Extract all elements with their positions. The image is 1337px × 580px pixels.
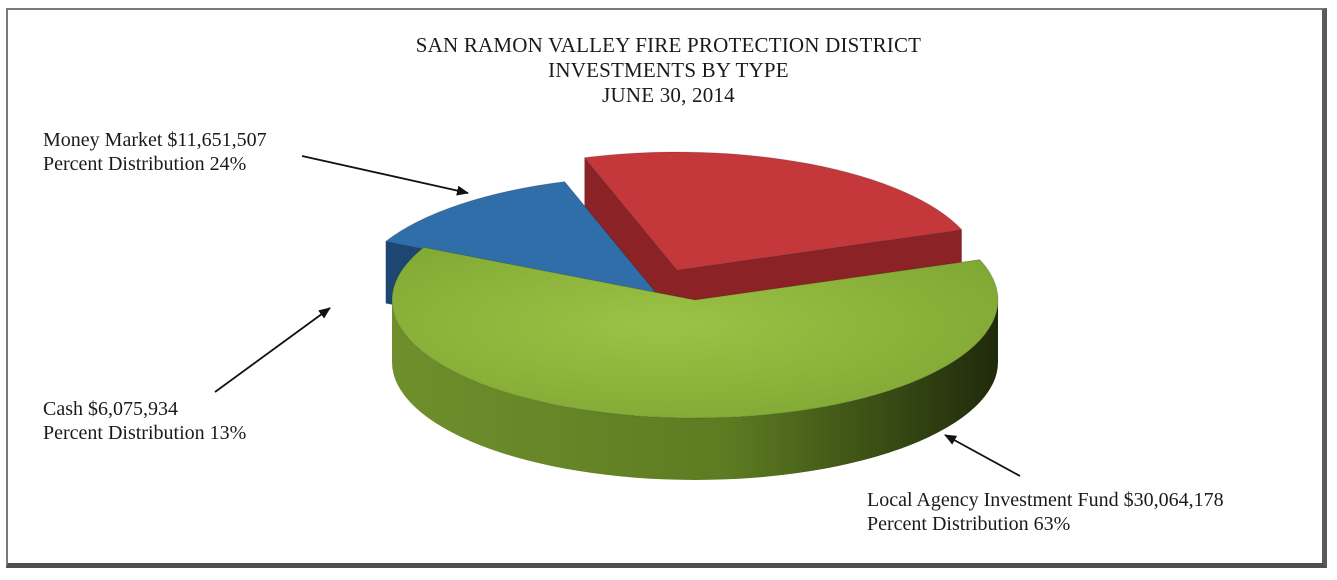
slice-percent-laif: Percent Distribution 63%: [867, 513, 1071, 535]
pie-slice-laif: [391, 246, 999, 480]
pie-slice-laif-top: [391, 246, 999, 419]
arrow-money-market: [301, 155, 469, 196]
pie-slices: [384, 151, 999, 480]
pie-slice-cash-top: [384, 181, 659, 295]
chart-title-line-1: SAN RAMON VALLEY FIRE PROTECTION DISTRIC…: [415, 33, 922, 57]
chart-title: SAN RAMON VALLEY FIRE PROTECTION DISTRIC…: [0, 33, 1337, 108]
arrow-laif: [944, 434, 1021, 477]
callout-arrows: [214, 155, 1021, 477]
pie-slice-money-market-cut-0: [584, 157, 677, 332]
chart-title-line-3: JUNE 30, 2014: [602, 83, 735, 107]
pie-slice-laif-side: [392, 300, 998, 480]
callout-cash: Cash $6,075,934 Percent Distribution 13%: [43, 397, 246, 445]
pie-slice-money-market: [583, 151, 963, 332]
arrow-cash: [214, 307, 331, 393]
slice-amount-money-market: $11,651,507: [167, 129, 267, 151]
slice-label-cash: Cash: [43, 398, 83, 420]
callout-money-market: Money Market $11,651,507 Percent Distrib…: [43, 128, 267, 176]
slice-label-money-market: Money Market: [43, 129, 163, 151]
slice-amount-cash: $6,075,934: [88, 398, 178, 420]
slice-percent-money-market: Percent Distribution 24%: [43, 153, 247, 175]
slice-amount-laif: $30,064,178: [1123, 489, 1224, 511]
slice-percent-cash: Percent Distribution 13%: [43, 422, 247, 444]
slice-label-laif: Local Agency Investment Fund: [867, 489, 1119, 511]
callout-laif: Local Agency Investment Fund $30,064,178…: [867, 488, 1224, 536]
pie-slice-money-market-top: [583, 151, 963, 271]
chart-title-line-2: INVESTMENTS BY TYPE: [548, 58, 789, 82]
